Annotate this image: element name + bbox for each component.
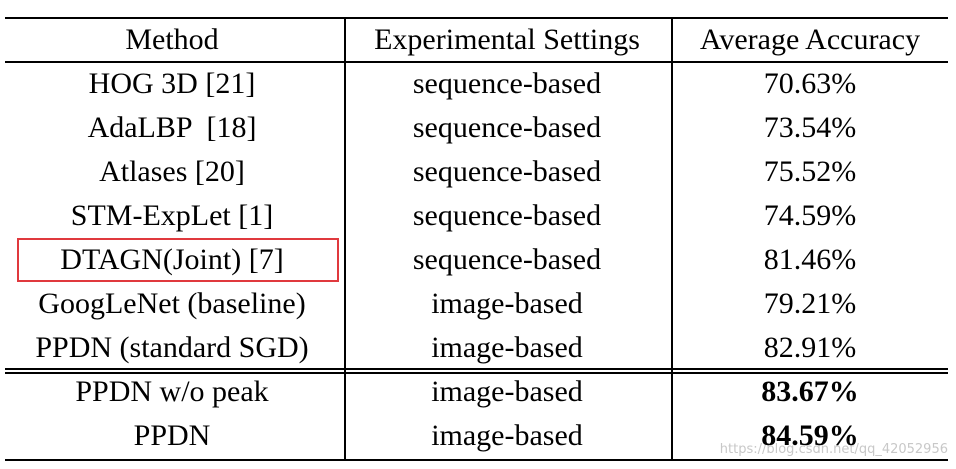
accuracy-cell: 74.59% — [763, 199, 857, 232]
accuracy-cell: 73.54% — [763, 111, 857, 144]
setting-cell: sequence-based — [412, 67, 602, 100]
method-cell: AdaLBP [18] — [87, 111, 257, 144]
method-cell: STM-ExpLet [1] — [70, 199, 274, 232]
method-cell: Atlases [20] — [99, 155, 245, 188]
group-rule — [5, 372, 948, 374]
bottom-rule — [5, 459, 948, 461]
header-rule — [5, 61, 948, 63]
accuracy-cell: 79.21% — [763, 287, 857, 320]
method-cell: PPDN — [133, 419, 211, 452]
header-cell: Method — [125, 23, 219, 56]
accuracy-cell: 75.52% — [763, 155, 857, 188]
setting-cell: image-based — [431, 331, 583, 364]
watermark: https://blog.csdn.net/qq_42052956 — [719, 442, 948, 457]
method-cell: DTAGN(Joint) [7] — [60, 243, 284, 276]
header-cell: Experimental Settings — [374, 23, 640, 56]
accuracy-cell: 83.67% — [761, 375, 859, 408]
column-rule — [344, 18, 346, 460]
accuracy-cell: 82.91% — [763, 331, 857, 364]
setting-cell: sequence-based — [412, 199, 602, 232]
header-cell: Average Accuracy — [699, 23, 921, 56]
setting-cell: sequence-based — [412, 243, 602, 276]
setting-cell: sequence-based — [412, 111, 602, 144]
accuracy-cell: 70.63% — [763, 67, 857, 100]
method-cell: PPDN w/o peak — [75, 375, 269, 408]
setting-cell: image-based — [431, 419, 583, 452]
top-rule — [5, 17, 948, 19]
highlight-box — [17, 238, 339, 282]
setting-cell: image-based — [431, 375, 583, 408]
method-cell: GoogLeNet (baseline) — [38, 287, 306, 320]
group-rule — [5, 368, 948, 370]
accuracy-cell: 81.46% — [763, 243, 857, 276]
column-rule — [671, 18, 673, 460]
accuracy-cell: 84.59% — [761, 419, 859, 452]
setting-cell: sequence-based — [412, 155, 602, 188]
method-cell: HOG 3D [21] — [88, 67, 256, 100]
setting-cell: image-based — [431, 287, 583, 320]
method-cell: PPDN (standard SGD) — [35, 331, 309, 364]
